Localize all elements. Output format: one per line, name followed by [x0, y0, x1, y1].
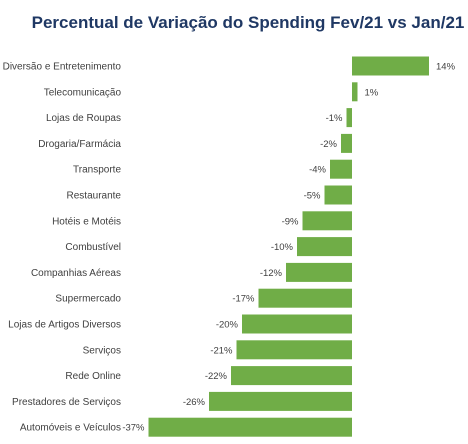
value-label-8: -12% — [260, 268, 283, 279]
value-label-2: -1% — [326, 113, 343, 124]
bars-layer — [148, 56, 429, 437]
value-label-4: -4% — [309, 165, 326, 176]
category-label-4: Transporte — [73, 165, 121, 176]
category-label-11: Serviços — [83, 345, 121, 356]
category-label-2: Lojas de Roupas — [46, 113, 121, 124]
chart-title: Percentual de Variação do Spending Fev/2… — [32, 13, 465, 32]
bar-11 — [236, 340, 352, 360]
value-label-13: -26% — [183, 397, 206, 408]
bar-0 — [352, 56, 429, 76]
category-label-0: Diversão e Entretenimento — [3, 62, 122, 73]
value-label-7: -10% — [271, 242, 294, 253]
category-label-13: Prestadores de Serviços — [12, 397, 121, 408]
bar-4 — [330, 159, 352, 179]
category-label-8: Companhias Aéreas — [31, 268, 121, 279]
category-label-10: Lojas de Artigos Diversos — [8, 320, 121, 331]
value-label-3: -2% — [320, 139, 337, 150]
value-labels: 14% 1% -1% -2% -4% -5% -9% -10% -12% -17% -20% -21%… — [122, 62, 455, 434]
bar-9 — [258, 288, 352, 308]
category-label-7: Combustível — [65, 242, 121, 253]
category-label-6: Hotéis e Motéis — [52, 216, 121, 227]
bar-13 — [209, 391, 352, 411]
bar-3 — [341, 133, 352, 153]
value-label-14: -37% — [122, 423, 145, 434]
category-label-14: Automóveis e Veículos — [20, 423, 121, 434]
bar-7 — [297, 237, 352, 257]
bar-8 — [286, 262, 352, 282]
value-label-11: -21% — [210, 345, 233, 356]
value-label-0: 14% — [436, 62, 456, 73]
category-label-1: Telecomunicação — [44, 87, 122, 98]
bar-10 — [242, 314, 352, 334]
value-label-5: -5% — [304, 191, 321, 202]
value-label-6: -9% — [282, 216, 299, 227]
bar-14 — [148, 417, 352, 437]
category-label-5: Restaurante — [67, 191, 122, 202]
category-label-3: Drogaria/Farmácia — [38, 139, 121, 150]
bar-5 — [324, 185, 352, 205]
bar-12 — [231, 366, 352, 386]
bar-6 — [302, 211, 352, 231]
category-label-9: Supermercado — [55, 294, 121, 305]
value-label-12: -22% — [205, 371, 228, 382]
bar-1 — [352, 82, 358, 102]
bar-2 — [346, 108, 352, 128]
value-label-9: -17% — [232, 294, 255, 305]
value-label-10: -20% — [216, 320, 239, 331]
value-label-1: 1% — [365, 87, 379, 98]
category-label-12: Rede Online — [65, 371, 121, 382]
category-labels: Diversão e Entretenimento Telecomunicação… — [3, 62, 122, 434]
